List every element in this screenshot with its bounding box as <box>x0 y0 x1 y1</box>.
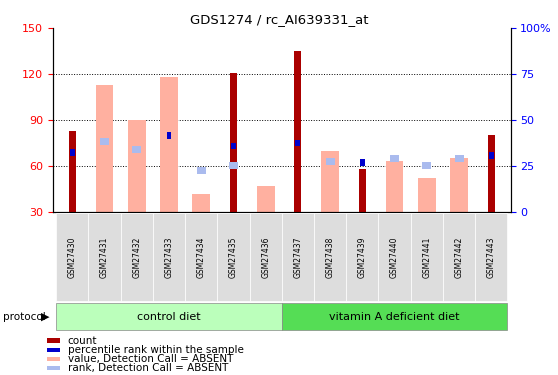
Text: GSM27435: GSM27435 <box>229 236 238 278</box>
FancyBboxPatch shape <box>249 213 282 301</box>
Bar <box>96 85 113 212</box>
Bar <box>69 131 76 212</box>
Text: GSM27432: GSM27432 <box>132 236 141 278</box>
FancyBboxPatch shape <box>56 213 89 301</box>
Bar <box>46 338 60 343</box>
Bar <box>197 167 206 174</box>
FancyBboxPatch shape <box>121 213 153 301</box>
FancyBboxPatch shape <box>346 213 378 301</box>
Text: GSM27443: GSM27443 <box>487 236 496 278</box>
Bar <box>321 151 339 212</box>
Text: GSM27434: GSM27434 <box>197 236 206 278</box>
FancyBboxPatch shape <box>153 213 185 301</box>
Bar <box>257 186 275 212</box>
Bar <box>231 142 236 150</box>
Bar <box>230 72 237 212</box>
Bar <box>390 155 399 162</box>
Text: percentile rank within the sample: percentile rank within the sample <box>68 345 243 355</box>
Bar <box>326 158 335 165</box>
FancyBboxPatch shape <box>282 303 507 330</box>
FancyBboxPatch shape <box>411 213 443 301</box>
Text: count: count <box>68 336 97 346</box>
Bar <box>455 155 464 162</box>
Text: GSM27440: GSM27440 <box>390 236 399 278</box>
Bar <box>386 161 403 212</box>
Text: rank, Detection Call = ABSENT: rank, Detection Call = ABSENT <box>68 363 228 373</box>
FancyBboxPatch shape <box>282 213 314 301</box>
Text: GSM27439: GSM27439 <box>358 236 367 278</box>
Text: control diet: control diet <box>137 312 201 322</box>
Bar <box>360 159 365 166</box>
Text: value, Detection Call = ABSENT: value, Detection Call = ABSENT <box>68 354 233 364</box>
Bar <box>193 194 210 212</box>
Bar <box>295 51 301 212</box>
Text: GSM27431: GSM27431 <box>100 236 109 278</box>
Bar <box>128 120 146 212</box>
Bar <box>46 366 60 370</box>
Bar <box>418 178 436 212</box>
FancyBboxPatch shape <box>378 213 411 301</box>
Text: GSM27437: GSM27437 <box>294 236 302 278</box>
Text: GSM27433: GSM27433 <box>165 236 174 278</box>
Bar <box>100 138 109 145</box>
FancyBboxPatch shape <box>185 213 218 301</box>
Bar <box>489 152 494 159</box>
Text: GSM27441: GSM27441 <box>422 236 431 278</box>
FancyBboxPatch shape <box>443 213 475 301</box>
Text: GSM27436: GSM27436 <box>261 236 270 278</box>
Text: GSM27442: GSM27442 <box>455 236 464 278</box>
Text: ▶: ▶ <box>41 312 49 322</box>
FancyBboxPatch shape <box>475 213 507 301</box>
Text: GSM27430: GSM27430 <box>68 236 77 278</box>
FancyBboxPatch shape <box>314 213 346 301</box>
Text: GSM27438: GSM27438 <box>326 236 335 278</box>
Bar <box>46 348 60 352</box>
Bar <box>450 158 468 212</box>
Bar <box>229 162 238 170</box>
Bar <box>160 77 178 212</box>
Bar <box>132 146 141 153</box>
Bar <box>488 135 495 212</box>
Bar <box>422 162 431 170</box>
Bar <box>46 357 60 361</box>
Bar <box>70 149 75 156</box>
Bar <box>359 169 366 212</box>
Text: GDS1274 / rc_AI639331_at: GDS1274 / rc_AI639331_at <box>190 13 368 26</box>
Bar <box>167 132 171 139</box>
Text: protocol: protocol <box>3 312 46 322</box>
Bar <box>296 140 300 146</box>
FancyBboxPatch shape <box>89 213 121 301</box>
FancyBboxPatch shape <box>56 303 282 330</box>
Text: vitamin A deficient diet: vitamin A deficient diet <box>329 312 460 322</box>
FancyBboxPatch shape <box>218 213 249 301</box>
